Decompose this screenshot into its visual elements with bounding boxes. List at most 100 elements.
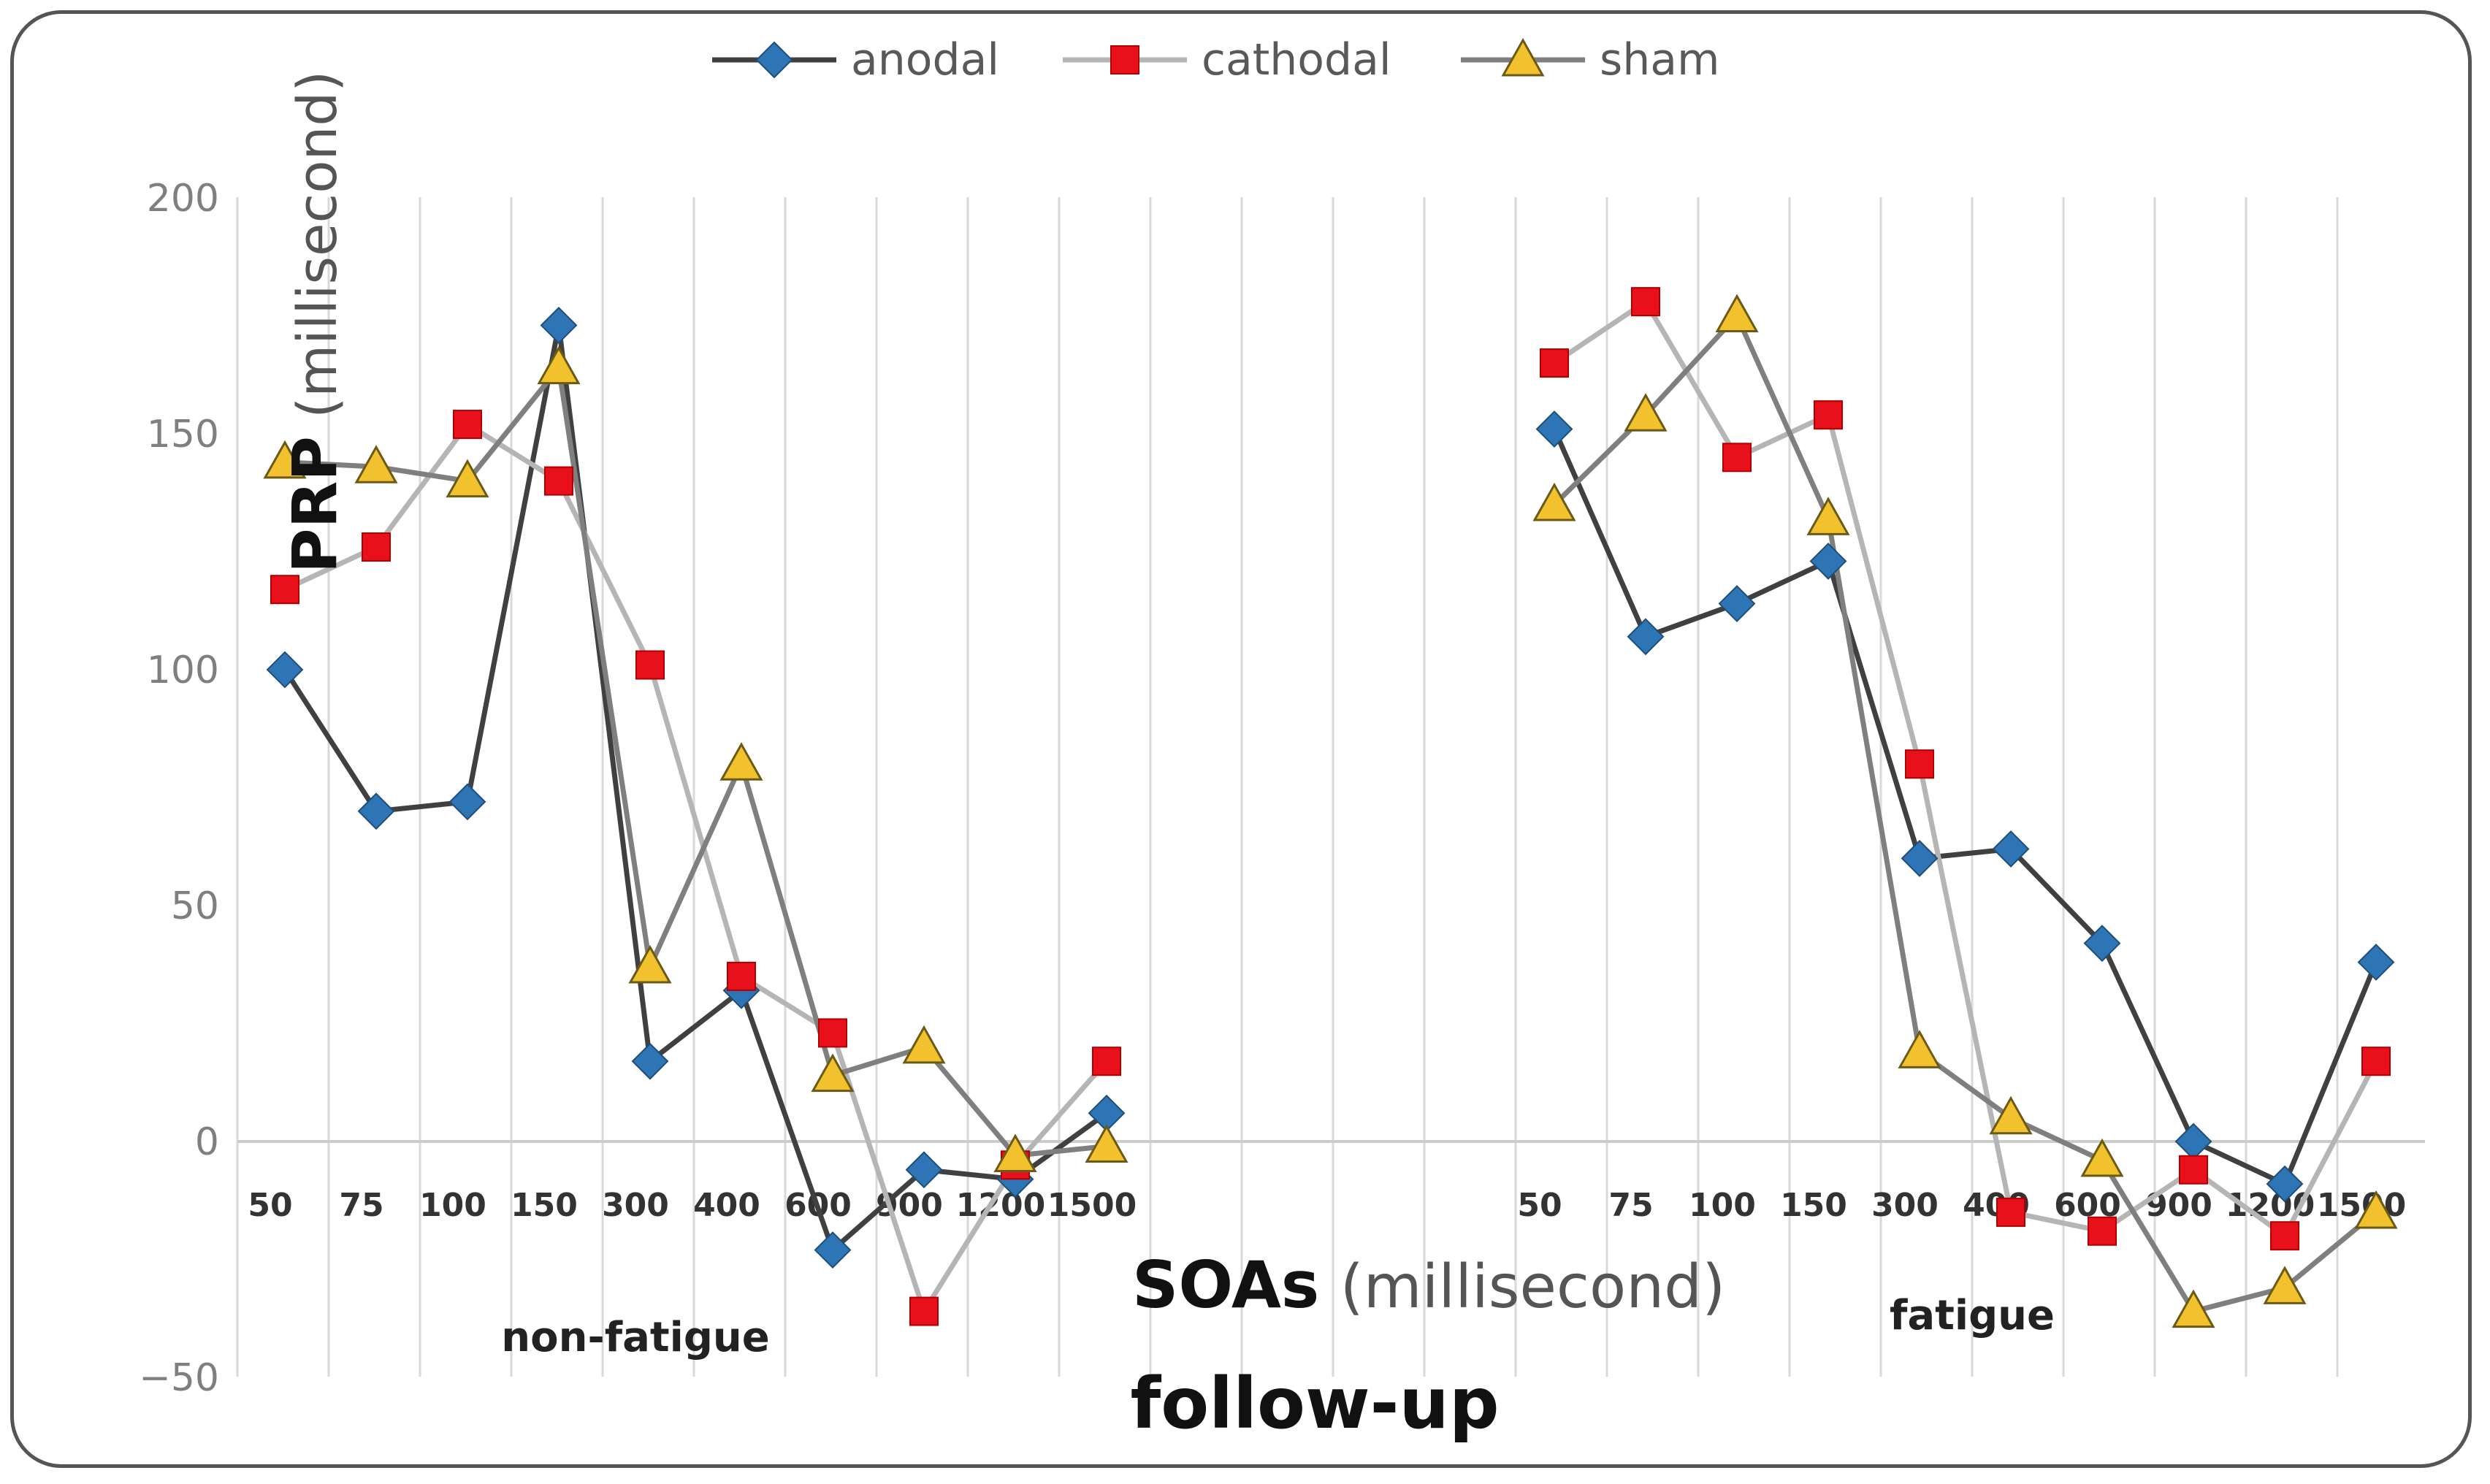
sham-point (993, 1133, 1037, 1172)
cathodal-line-non-fatigue (283, 421, 1109, 1315)
series-lines (283, 299, 2379, 1315)
anodal-line-non-fatigue (283, 322, 1109, 1253)
sham-line-non-fatigue (284, 365, 1107, 1158)
sham-point (902, 1025, 946, 1064)
x-axis-ticks: 50 75 100 150 300 400 600 900 1200 1500 50 75 100 150… (248, 1187, 2406, 1224)
chart-frame (10, 10, 2472, 1468)
y-tick-label: −50 (139, 1356, 219, 1400)
chart-subtitle: follow-up (1130, 1363, 1499, 1445)
cathodal-point (818, 1018, 847, 1048)
cathodal-point (2179, 1155, 2208, 1185)
y-axis-title: PRP (millisecond) (279, 71, 351, 573)
sham-point (1532, 482, 1576, 521)
x-axis-title-main: SOAs (1132, 1247, 1319, 1323)
anodal-point (905, 1151, 943, 1189)
cathodal-point (270, 575, 299, 605)
anodal-line-fatigue (1551, 428, 2379, 1187)
x-tick-label: 75 (1608, 1187, 1653, 1224)
cathodal-point (2361, 1047, 2391, 1076)
cathodal-point (453, 410, 482, 440)
legend-label-anodal: anodal (851, 34, 999, 85)
sham-point (719, 742, 763, 781)
legend-marker-sham (1501, 37, 1545, 77)
sham-point (2263, 1266, 2307, 1304)
cathodal-point (1722, 443, 1752, 473)
anodal-point (1718, 585, 1756, 622)
sham-point (537, 345, 581, 385)
y-axis-title-main: PRP (279, 436, 351, 573)
cathodal-line-fatigue (1553, 299, 2379, 1239)
cathodal-point (727, 961, 756, 991)
group-label-fatigue: fatigue (1890, 1292, 2055, 1339)
anodal-point (266, 651, 304, 689)
sham-point (1624, 393, 1668, 432)
cathodal-point (909, 1296, 939, 1326)
anodal-point (1901, 839, 1939, 877)
sham-point (1085, 1124, 1128, 1163)
x-tick-label: 100 (419, 1187, 486, 1224)
anodal-point (2174, 1122, 2212, 1160)
anodal-point (814, 1231, 852, 1269)
cathodal-point (1996, 1197, 2025, 1227)
anodal-point (2266, 1165, 2304, 1203)
sham-line-fatigue (1552, 313, 2378, 1315)
anodal-point (1809, 543, 1847, 580)
sham-point (2080, 1138, 2124, 1177)
legend-marker-cathodal (1110, 45, 1139, 74)
cathodal-point (2270, 1221, 2299, 1251)
sham-point (2172, 1289, 2215, 1328)
cathodal-point (1092, 1047, 1121, 1076)
cathodal-point (635, 650, 665, 680)
legend: anodal cathodal sham (712, 34, 1720, 85)
anodal-point (1992, 830, 2030, 868)
y-tick-label: 100 (147, 649, 219, 692)
sham-point (263, 440, 307, 479)
anodal-point (2083, 925, 2121, 963)
legend-label-cathodal: cathodal (1202, 34, 1391, 85)
cathodal-point (362, 532, 391, 562)
anodal-point (540, 307, 578, 344)
sham-point (811, 1053, 855, 1093)
y-axis-title-unit: (millisecond) (286, 71, 349, 418)
x-axis-title-unit: (millisecond) (1340, 1252, 1725, 1322)
sham-point (1806, 497, 1850, 535)
y-axis-ticks: 200 150 100 50 0 −50 (139, 177, 219, 1400)
anodal-point (1627, 618, 1665, 656)
x-tick-label: 300 (602, 1187, 669, 1224)
y-tick-label: 50 (171, 884, 219, 928)
sham-point (628, 944, 672, 984)
cathodal-point (544, 466, 573, 496)
legend-marker-anodal (755, 41, 793, 79)
x-axis-title: SOAs (millisecond) (1132, 1247, 1725, 1323)
y-tick-label: 0 (195, 1120, 219, 1164)
x-tick-label: 50 (1517, 1187, 1562, 1224)
cathodal-point (1540, 348, 1569, 378)
anodal-point (448, 783, 486, 821)
x-tick-label: 50 (248, 1187, 292, 1224)
sham-point (446, 459, 489, 498)
y-tick-label: 150 (147, 413, 219, 456)
sham-point (1898, 1030, 1941, 1068)
legend-label-sham: sham (1600, 34, 1720, 85)
cathodal-point (2088, 1216, 2117, 1246)
x-tick-label: 150 (511, 1187, 578, 1224)
y-tick-label: 200 (147, 177, 219, 221)
anodal-point (357, 792, 395, 830)
cathodal-point (1631, 287, 1660, 317)
sham-point (2354, 1190, 2398, 1229)
cathodal-point (1905, 749, 1934, 779)
x-tick-label: 400 (693, 1187, 760, 1224)
x-tick-label: 75 (339, 1187, 383, 1224)
sham-point (1715, 294, 1759, 333)
sham-point (354, 445, 398, 483)
x-tick-label: 1500 (1047, 1187, 1137, 1224)
x-tick-label: 150 (1780, 1187, 1847, 1224)
anodal-point (631, 1042, 669, 1080)
cathodal-point (1814, 400, 1843, 430)
x-tick-label: 300 (1871, 1187, 1939, 1224)
sham-point (1989, 1095, 2033, 1135)
series-markers (263, 287, 2398, 1328)
x-tick-label: 100 (1689, 1187, 1756, 1224)
anodal-point (1535, 410, 1573, 448)
